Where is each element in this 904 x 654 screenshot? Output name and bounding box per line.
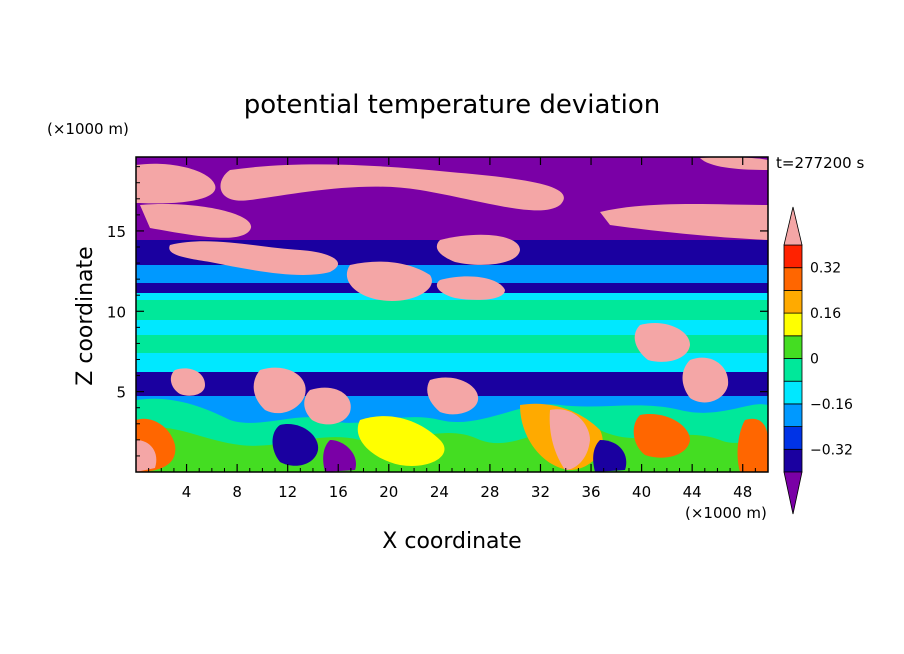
colorbar-box: [783, 448, 803, 473]
x-tick-label: 32: [531, 483, 550, 501]
colorbar-box: [783, 426, 803, 450]
contour-field: [136, 157, 768, 472]
x-axis-label: X coordinate: [382, 529, 521, 554]
x-tick-label: 28: [480, 483, 499, 501]
x-tick-label: 20: [379, 483, 398, 501]
x-tick-label: 4: [182, 483, 192, 501]
x-axis-ticks: 4 8 12 16 20 24 28 32 36 40 44 48: [148, 157, 756, 501]
colorbar-box: [783, 358, 803, 382]
x-tick-label: 24: [430, 483, 449, 501]
colorbar-box: [783, 380, 803, 405]
colorbar-box: [783, 289, 803, 314]
y-tick-label: 15: [107, 223, 126, 241]
y-axis-ticks: 5 10 15: [107, 166, 768, 457]
colorbar-box: [783, 335, 803, 359]
colorbar-box: [783, 312, 803, 337]
colorbar-tick-label: 0.16: [810, 306, 841, 322]
colorbar-box: [783, 244, 803, 269]
colorbar-min-triangle: [783, 471, 803, 515]
colorbar-tick-label: 0.32: [810, 261, 841, 277]
colorbar: 0.32 0.16 0 −0.16 −0.32: [783, 206, 853, 515]
colorbar-tick-label: −0.32: [810, 442, 853, 458]
x-tick-label: 12: [278, 483, 297, 501]
chart-title: potential temperature deviation: [244, 90, 660, 120]
colorbar-box: [783, 267, 803, 291]
colorbar-tick-label: −0.16: [810, 397, 853, 413]
y-unit-label: (×1000 m): [47, 120, 129, 138]
x-tick-label: 8: [232, 483, 242, 501]
x-tick-label: 16: [329, 483, 348, 501]
y-tick-label: 5: [116, 384, 126, 402]
y-axis-label: Z coordinate: [73, 246, 98, 385]
time-label: t=277200 s: [776, 154, 864, 172]
x-unit-label: (×1000 m): [685, 504, 767, 522]
x-tick-label: 44: [683, 483, 702, 501]
x-tick-label: 48: [733, 483, 752, 501]
colorbar-max-triangle: [783, 206, 803, 246]
y-tick-label: 10: [107, 303, 126, 321]
colorbar-box: [783, 403, 803, 427]
colorbar-tick-label: 0: [810, 352, 819, 368]
x-tick-label: 36: [581, 483, 600, 501]
x-tick-label: 40: [632, 483, 651, 501]
